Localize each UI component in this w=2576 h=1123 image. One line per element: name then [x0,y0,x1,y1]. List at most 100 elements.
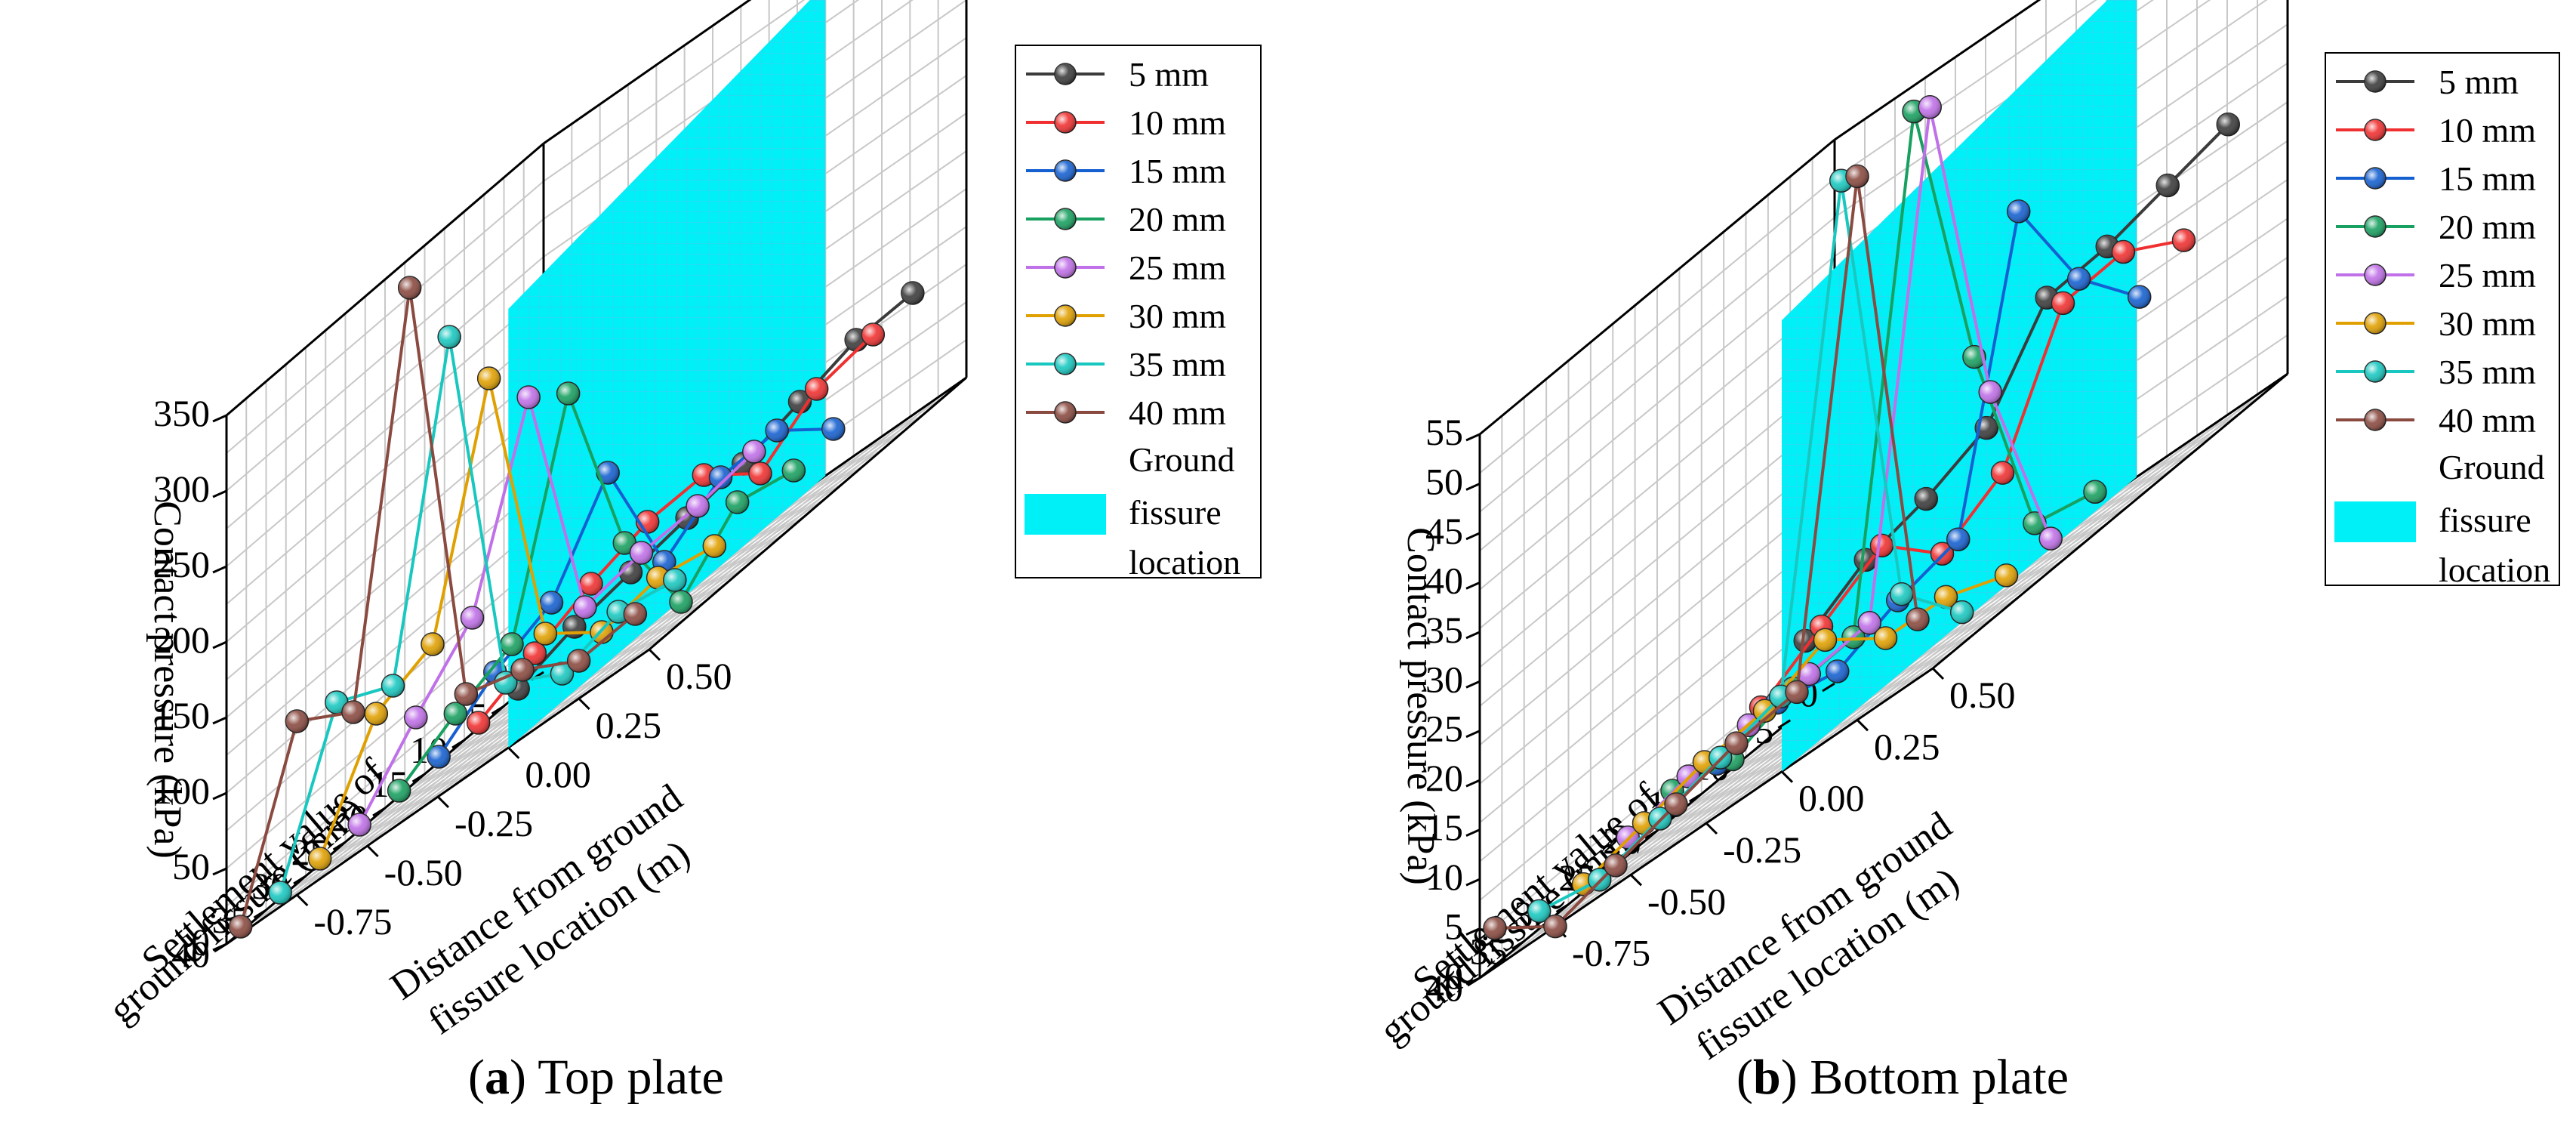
grid-line [226,445,544,718]
x-tick [436,795,450,809]
y-tick [372,807,386,817]
z-tick [1465,532,1481,541]
data-point-shade [1870,534,1893,557]
legend-marker-shade [2365,119,2386,140]
z-tick-label: 15 [1425,807,1463,849]
data-point-shade [1906,608,1929,631]
grid-line [265,615,690,911]
data-point-shade [1918,95,1942,119]
series-40mm [228,276,648,939]
series-line [1759,239,2184,708]
z-tick [1465,828,1481,838]
grid-line [245,631,670,928]
legend-label: 5 mm [1129,55,1209,94]
data-point-shade [1794,629,1817,653]
data-point-shade [461,606,484,629]
data-point-shade [534,622,557,645]
data-point-shade [1874,627,1897,650]
data-point-shade [670,591,692,613]
data-point-shade [1604,853,1627,877]
z-tick-label: 200 [153,619,210,661]
grid-line [226,407,544,680]
legend-label: 40 mm [1129,393,1226,432]
y-tick [1644,829,1658,840]
z-tick [212,640,227,649]
series-40mm [1483,164,1930,940]
data-point-shade [782,459,806,482]
x-tick-label: 0.25 [596,704,662,746]
legend-item: 40 mm [1026,393,1226,432]
grid-line [1834,0,2097,180]
data-point-shade [1813,628,1837,652]
data-point-shade [342,701,365,723]
data-point-shade [1950,600,1974,624]
grid-line [1479,372,1835,668]
data-point-shade [1544,915,1567,938]
data-point-shade [726,491,749,514]
x-tick [1931,667,1945,680]
grid-line [1479,566,1835,862]
y-tick [1511,939,1525,950]
data-point-shade [365,702,388,725]
z-tick-label: 45 [1425,510,1463,552]
legend-marker-shade [2365,168,2386,189]
legend-item: 15 mm [1026,152,1226,190]
z-tick [212,791,227,801]
legend-item: 25 mm [2336,256,2536,295]
z-tick-label: 55 [1425,411,1463,453]
data-point-shade [1786,680,1808,704]
z-tick-label: 150 [153,694,210,736]
grid-line [1479,449,1835,746]
data-point-shade [427,745,451,768]
legend-item: 15 mm [2336,159,2536,198]
series-line [437,427,834,758]
legend-plane-swatch [1025,494,1106,535]
data-point-shade [556,382,580,405]
data-point-shade [630,541,653,564]
x-tick-label: 0.00 [1798,777,1865,819]
data-point-shade [550,662,574,685]
data-point-shade [381,674,405,697]
legend-label: fissure [1129,493,1222,532]
data-point-shade [421,633,444,656]
grid-line [1479,411,1835,707]
data-point-shade [2112,240,2135,264]
data-point-shade [1890,582,1913,606]
legend-item: 35 mm [2336,353,2536,391]
y-tick-label: 40 [172,933,210,975]
z-tick-label: 10 [1425,856,1463,898]
grid-line [226,294,544,567]
grid-line [543,0,806,182]
series-35mm [268,325,687,905]
panel-b-bottom-plate: 0 5 10 15 20 25 30 35 40 45 50 550 5 10 15 20 25 30 35 40 -0… [1372,0,2560,1069]
z-tick [1465,927,1481,936]
grid-line [226,596,544,869]
legend-marker-shade [1055,402,1076,423]
legend-label: Ground [1129,440,1235,479]
grid-line [226,483,544,756]
legend-item: 35 mm [1026,345,1226,384]
legend-label: 40 mm [2439,401,2536,440]
legend-label: 20 mm [2439,208,2536,246]
legend-item: 30 mm [2336,304,2536,343]
z-tick [212,565,227,574]
legend-item: 10 mm [1026,103,1226,142]
legend-item: 10 mm [2336,111,2536,150]
legend-item: 20 mm [2336,208,2536,246]
y-tick [293,875,307,885]
data-point-shade [573,596,596,619]
data-point-shade [348,813,371,836]
data-point-shade [1934,585,1958,609]
legend-label: 10 mm [2439,111,2536,150]
legend-label: location [2439,551,2550,589]
data-point-shade [1854,548,1878,572]
grid-line [1479,333,1835,629]
axis-edge [226,142,544,417]
axis-edge [1834,0,2041,141]
series-line [1494,176,1919,930]
x-tick-label: 0.00 [525,753,591,795]
legend-marker-shade [1055,353,1076,375]
legend-label: 30 mm [2439,304,2536,343]
data-point-shade [511,659,534,681]
